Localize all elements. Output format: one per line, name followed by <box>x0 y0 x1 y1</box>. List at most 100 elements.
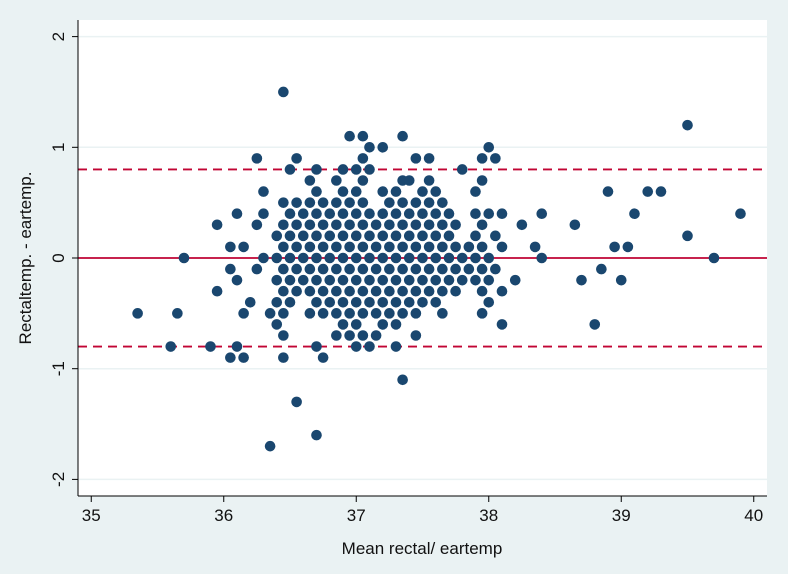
data-point <box>225 352 236 363</box>
data-point <box>417 186 428 197</box>
data-point <box>470 230 481 242</box>
data-point <box>536 252 548 264</box>
data-point <box>423 219 435 231</box>
data-point <box>311 252 322 264</box>
data-point <box>410 219 422 231</box>
data-point <box>284 230 296 242</box>
data-point <box>483 208 495 220</box>
data-point <box>337 164 349 175</box>
scatter-points <box>132 86 746 452</box>
data-point <box>423 197 435 208</box>
data-point <box>430 296 442 308</box>
data-point <box>496 241 508 253</box>
data-point <box>450 263 461 275</box>
data-point <box>238 308 249 319</box>
data-point <box>377 296 389 308</box>
data-point <box>397 219 408 231</box>
data-point <box>364 341 375 352</box>
data-point <box>397 197 408 208</box>
data-point <box>476 241 488 253</box>
data-point <box>264 440 276 452</box>
data-point <box>443 252 455 264</box>
data-point <box>377 319 389 330</box>
data-point <box>350 296 362 308</box>
data-point <box>476 175 488 186</box>
data-point <box>430 252 442 264</box>
data-point <box>317 197 329 208</box>
data-point <box>331 308 342 319</box>
data-point <box>496 208 508 220</box>
data-point <box>437 241 448 253</box>
data-point <box>536 208 548 220</box>
data-point <box>364 274 375 286</box>
data-point <box>483 252 495 264</box>
data-point <box>291 153 302 164</box>
data-point <box>317 352 329 363</box>
data-point <box>304 219 316 231</box>
data-point <box>304 263 316 275</box>
data-point <box>132 308 143 319</box>
data-point <box>278 219 289 231</box>
data-point <box>350 274 362 286</box>
data-point <box>258 186 269 197</box>
data-point <box>357 241 369 253</box>
data-point <box>238 241 249 253</box>
data-point <box>364 296 375 308</box>
data-point <box>509 274 521 286</box>
data-point <box>278 263 289 275</box>
data-point <box>244 296 256 308</box>
data-point <box>423 263 435 275</box>
y-axis-label: Rectaltemp. - eartemp. <box>16 172 35 345</box>
x-tick-label: 37 <box>347 506 366 525</box>
data-point <box>331 330 342 341</box>
data-point <box>271 319 283 330</box>
data-point <box>278 285 289 297</box>
data-point <box>337 274 349 286</box>
data-point <box>337 296 349 308</box>
data-point <box>331 175 342 186</box>
data-point <box>377 230 389 242</box>
y-axis-ticks: -2 -1 0 1 2 <box>49 32 78 487</box>
data-point <box>364 252 375 264</box>
data-point <box>384 285 395 297</box>
data-point <box>450 219 461 231</box>
data-point <box>317 285 329 297</box>
data-point <box>344 285 355 297</box>
data-point <box>278 352 289 363</box>
data-point <box>311 274 322 286</box>
data-point <box>304 308 316 319</box>
data-point <box>317 241 329 253</box>
y-tick-label: -1 <box>49 361 68 376</box>
data-point <box>390 296 402 308</box>
data-point <box>384 197 395 208</box>
data-point <box>417 208 428 220</box>
data-point <box>516 219 528 231</box>
data-point <box>324 230 336 242</box>
data-point <box>364 230 375 242</box>
data-point <box>251 219 263 231</box>
data-point <box>596 263 607 275</box>
data-point <box>297 208 309 220</box>
data-point <box>357 330 369 341</box>
data-point <box>291 197 302 208</box>
data-point <box>470 186 481 197</box>
data-point <box>311 164 322 175</box>
data-point <box>331 241 342 253</box>
data-point <box>264 308 276 319</box>
data-point <box>443 208 455 220</box>
data-point <box>397 285 408 297</box>
data-point <box>476 219 488 231</box>
data-point <box>629 208 640 220</box>
data-point <box>483 296 495 308</box>
data-point <box>470 208 481 220</box>
data-point <box>655 186 667 197</box>
data-point <box>602 186 614 197</box>
data-point <box>238 352 249 363</box>
data-point <box>390 208 402 220</box>
data-point <box>470 252 481 264</box>
data-point <box>225 241 236 253</box>
data-point <box>384 263 395 275</box>
data-point <box>370 285 382 297</box>
data-point <box>450 241 461 253</box>
